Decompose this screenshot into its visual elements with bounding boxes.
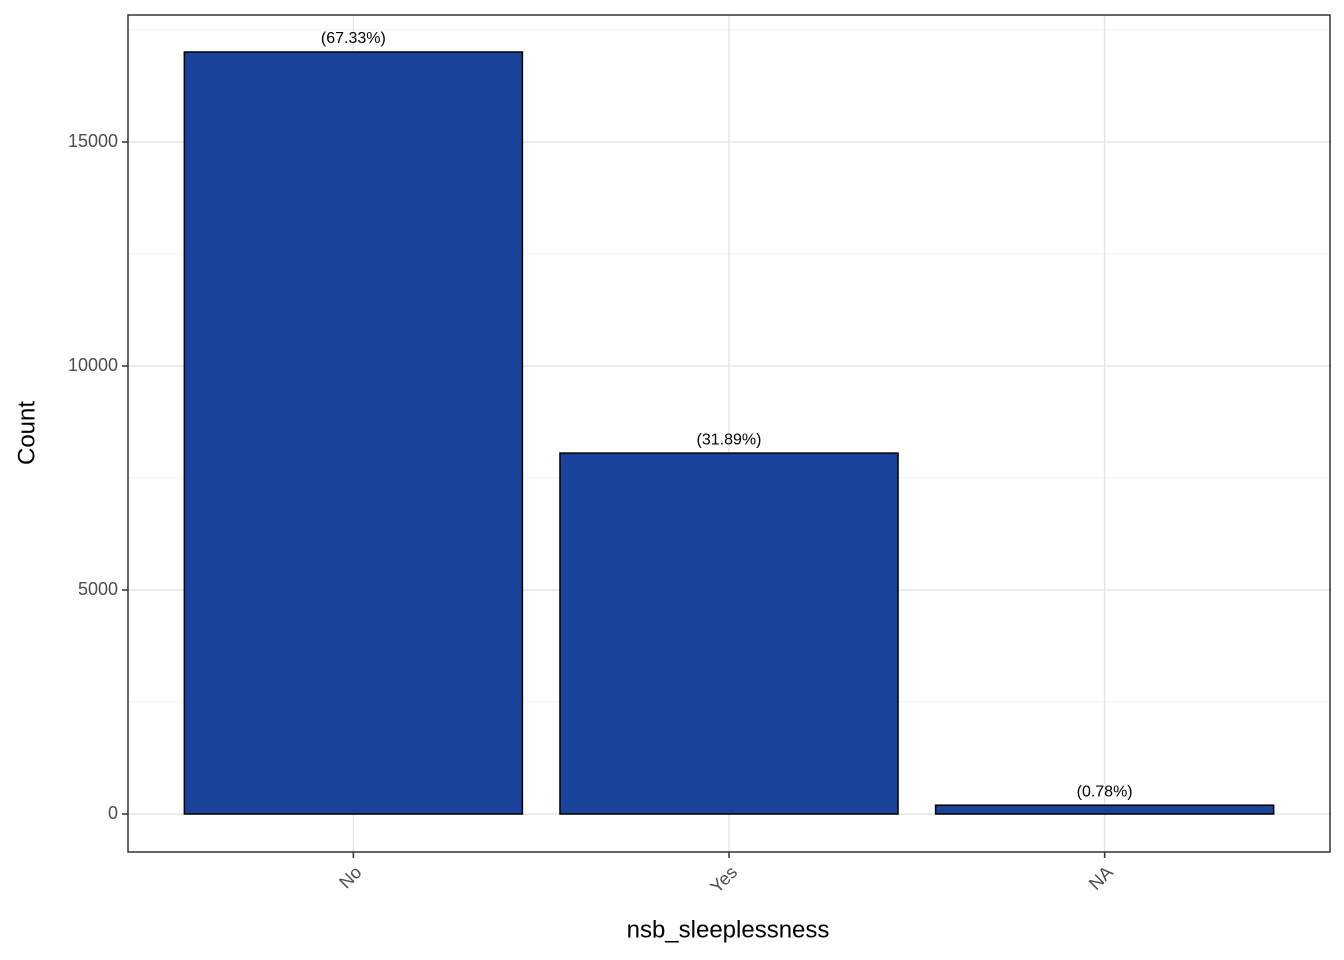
y-tick-label: 10000 [68, 355, 118, 375]
y-tick-label: 0 [108, 803, 118, 823]
y-tick-label: 5000 [78, 579, 118, 599]
x-tick-label: NA [1085, 862, 1117, 894]
x-tick-label: No [335, 862, 365, 892]
bar-label: (67.33%) [321, 30, 386, 47]
y-tick-label: 15000 [68, 131, 118, 151]
y-axis-title: Count [13, 401, 40, 465]
x-axis-title: nsb_sleeplessness [627, 916, 830, 943]
bar [934, 804, 1275, 815]
x-tick-label: Yes [706, 862, 741, 897]
bar [183, 51, 524, 815]
plot-border [127, 14, 1331, 853]
bar-label: (0.78%) [1077, 783, 1133, 800]
bar [559, 452, 899, 815]
bar-label: (31.89%) [697, 431, 762, 448]
